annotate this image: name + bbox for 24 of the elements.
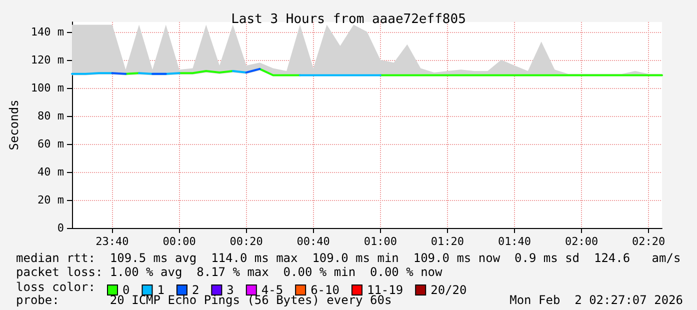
y-tick-label: 60 m: [38, 137, 64, 150]
y-tick-label: 40 m: [38, 165, 64, 178]
x-tick-label: 01:40: [498, 235, 532, 248]
x-tick-label: 00:20: [230, 235, 263, 248]
text: median rtt: 109.5 ms avg 114.0 ms max 109.0 ms min 109.0 ms now 0.9 ms sd 124.6 am/s: [16, 251, 681, 265]
x-tick-label: 01:20: [430, 235, 464, 248]
y-axis-title: Seconds: [7, 100, 21, 150]
x-tick-label: 23:40: [96, 235, 129, 248]
text: packet loss: 1.00 % avg 8.17 % max 0.00 % min 0.00 % now: [16, 265, 444, 279]
y-tick-label: 120 m: [30, 53, 64, 66]
y-tick-label: 100 m: [30, 81, 64, 94]
x-tick-label: 00:00: [162, 235, 196, 248]
x-tick-label: 00:40: [296, 235, 330, 248]
x-tick-label: 02:00: [564, 235, 598, 248]
y-tick-label: 0: [57, 222, 64, 234]
x-tick-label: 02:20: [632, 235, 666, 248]
x-tick-label: 01:00: [364, 235, 397, 248]
legend-label: 20/20: [430, 283, 467, 297]
y-tick-label: 140 m: [30, 25, 64, 38]
legend-title: loss color:: [16, 280, 96, 294]
text: Mon Feb 2 02:27:07 2026: [510, 293, 683, 307]
chart-title: Last 3 Hours from aaae72eff805: [231, 12, 466, 27]
y-tick-label: 80 m: [38, 109, 64, 122]
y-tick-label: 20 m: [38, 193, 64, 206]
